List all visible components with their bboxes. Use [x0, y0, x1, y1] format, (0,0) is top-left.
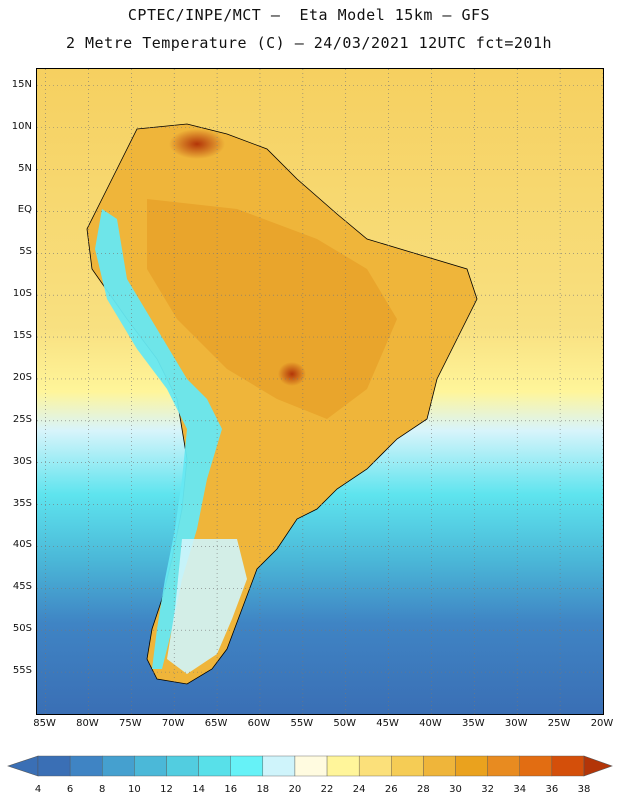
- longitude-tick-label: 55W: [290, 718, 314, 729]
- longitude-tick-label: 25W: [547, 718, 571, 729]
- colorbar-tick-label: 24: [352, 784, 366, 795]
- hot-spot-pantanal: [278, 362, 306, 386]
- latitude-tick-label: 30S: [12, 455, 32, 467]
- latitude-tick-label: EQ: [17, 204, 32, 216]
- colorbar-tick-label: 4: [34, 784, 42, 795]
- colorbar: [7, 755, 613, 777]
- colorbar-tick-label: 32: [481, 784, 494, 795]
- colorbar-tick-label: 14: [192, 784, 205, 795]
- colorbar-tick-label: 26: [384, 784, 398, 795]
- colorbar-swatch: [551, 755, 585, 777]
- latitude-tick-label: 20S: [12, 371, 32, 383]
- colorbar-tick-label: 16: [224, 784, 238, 795]
- colorbar-tick-label: 28: [417, 784, 430, 795]
- longitude-tick-label: 35W: [462, 718, 485, 729]
- colorbar-swatch: [230, 755, 264, 777]
- colorbar-tick-label: 34: [513, 784, 527, 795]
- longitude-tick-label: 40W: [419, 718, 442, 729]
- colorbar-low-arrow: [7, 755, 39, 777]
- chart-title: CPTEC/INPE/MCT – Eta Model 15km – GFS: [127, 6, 491, 24]
- latitude-tick-label: 25S: [12, 413, 32, 425]
- longitude-tick-label: 85W: [33, 718, 56, 729]
- colorbar-swatch: [198, 755, 231, 777]
- latitude-tick-label: 10N: [11, 120, 32, 132]
- colorbar-swatch: [358, 755, 392, 777]
- colorbar-tick-label: 38: [577, 784, 591, 795]
- colorbar-swatch: [166, 755, 199, 777]
- colorbar-swatch: [294, 755, 328, 777]
- chart-subtitle: 2 Metre Temperature (C) – 24/03/2021 12U…: [65, 34, 553, 52]
- latitude-tick-label: 45S: [12, 581, 32, 593]
- colorbar-tick-label: 10: [127, 784, 141, 795]
- colorbar-swatch: [326, 755, 360, 777]
- latitude-tick-label: 15N: [11, 78, 32, 90]
- longitude-tick-label: 30W: [504, 718, 528, 729]
- latitude-tick-label: 10S: [12, 288, 32, 300]
- colorbar-tick-label: 36: [545, 784, 559, 795]
- colorbar-swatch: [69, 755, 103, 777]
- patagonia-cool-region: [167, 539, 247, 674]
- longitude-tick-label: 50W: [333, 718, 357, 729]
- latitude-tick-label: 55S: [12, 665, 32, 677]
- colorbar-tick-label: 22: [320, 784, 334, 795]
- longitude-tick-label: 75W: [119, 718, 142, 729]
- latitude-tick-label: 50S: [12, 623, 32, 635]
- andes-cold-strip: [95, 209, 222, 669]
- temperature-map: [36, 68, 604, 715]
- warm-interior-region: [147, 199, 397, 419]
- colorbar-tick-label: 6: [66, 784, 74, 795]
- latitude-tick-label: 15S: [12, 330, 32, 342]
- colorbar-swatch: [102, 755, 135, 777]
- colorbar-tick-label: 12: [160, 784, 173, 795]
- longitude-tick-label: 20W: [590, 718, 614, 729]
- colorbar-tick-label: 8: [99, 784, 106, 795]
- map-canvas: [37, 69, 603, 714]
- longitude-tick-label: 65W: [204, 718, 228, 729]
- longitude-tick-label: 45W: [376, 718, 399, 729]
- colorbar-swatch: [455, 755, 488, 777]
- colorbar-swatch: [134, 755, 167, 777]
- colorbar-swatch: [487, 755, 520, 777]
- colorbar-swatch: [519, 755, 553, 777]
- latitude-tick-label: 35S: [12, 497, 32, 509]
- colorbar-swatch: [423, 755, 456, 777]
- colorbar-swatch: [262, 755, 296, 777]
- colorbar-swatch: [391, 755, 424, 777]
- colorbar-high-arrow: [583, 755, 613, 777]
- colorbar-tick-label: 18: [256, 784, 270, 795]
- longitude-tick-label: 80W: [76, 718, 99, 729]
- latitude-tick-label: 40S: [12, 539, 32, 551]
- longitude-tick-label: 70W: [161, 718, 185, 729]
- colorbar-tick-label: 30: [449, 784, 462, 795]
- latitude-tick-label: 5S: [19, 246, 32, 258]
- hot-spot-venezuela: [169, 129, 225, 159]
- longitude-tick-label: 60W: [247, 718, 271, 729]
- colorbar-swatch: [37, 755, 71, 777]
- colorbar-tick-label: 20: [288, 784, 302, 795]
- latitude-tick-label: 5N: [18, 162, 32, 174]
